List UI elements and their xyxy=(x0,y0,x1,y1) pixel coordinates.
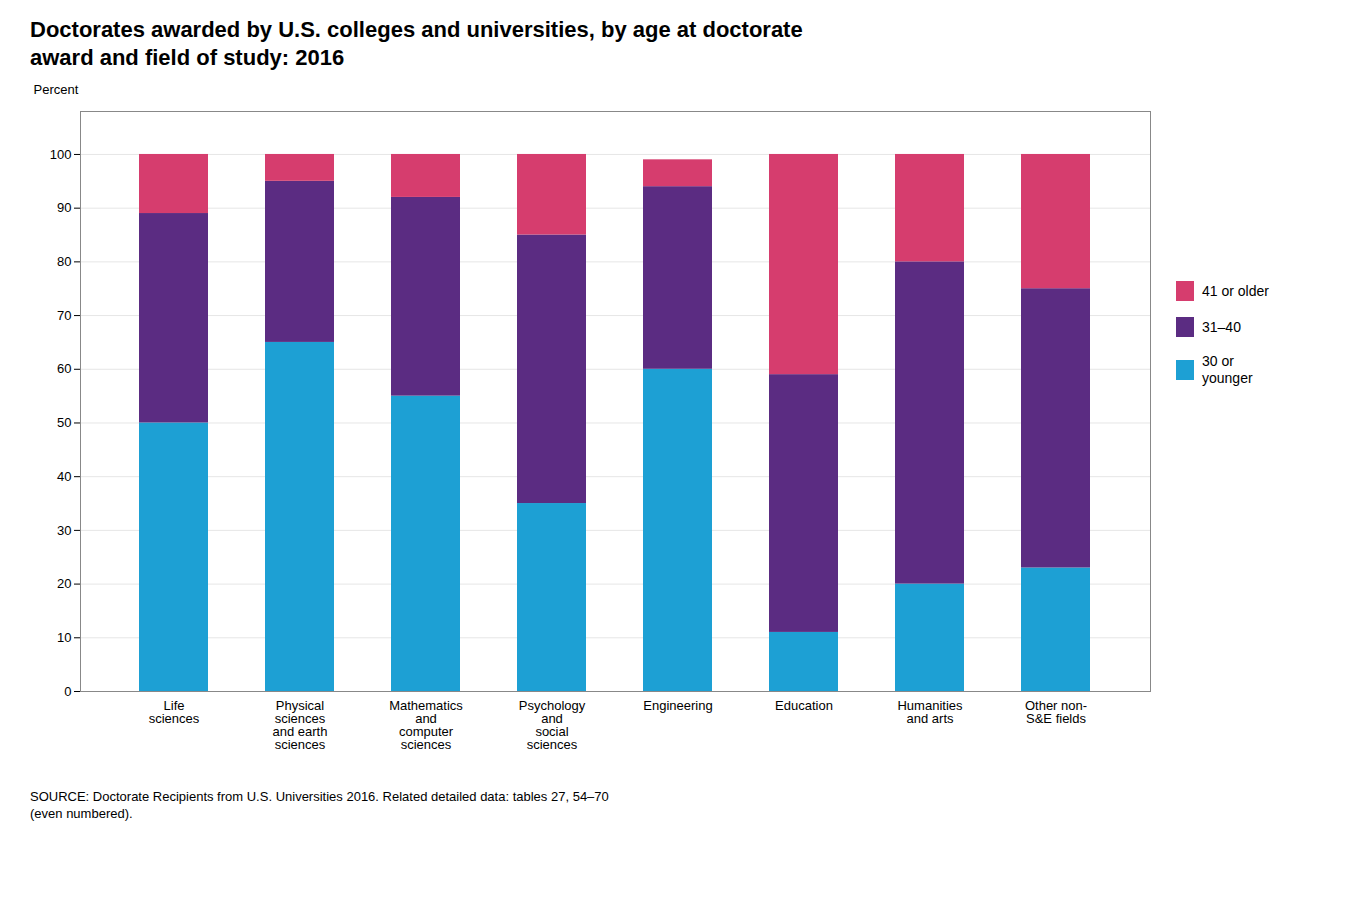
html-text:41 or older: 41 or older xyxy=(1202,282,1269,299)
svg-text:Mathematicsandcomputersciences: Mathematicsandcomputersciences xyxy=(389,698,463,752)
svg-text:10: 10 xyxy=(57,630,71,645)
svg-text:70: 70 xyxy=(57,308,71,323)
svg-text:50: 50 xyxy=(57,415,71,430)
svg-text:Education: Education xyxy=(775,698,833,713)
svg-text:20: 20 xyxy=(57,576,71,591)
html-text:30 or younger: 30 or younger xyxy=(1202,353,1253,386)
svg-text:Humanitiesand arts: Humanitiesand arts xyxy=(897,698,963,726)
svg-text:30: 30 xyxy=(57,523,71,538)
html-text:SOURCE: Doctorate Recipients f: SOURCE: Doctorate Recipients from U.S. U… xyxy=(30,789,609,821)
svg-text:40: 40 xyxy=(57,469,71,484)
svg-text:Percent: Percent xyxy=(34,82,79,97)
svg-text:0: 0 xyxy=(64,684,71,699)
svg-text:90: 90 xyxy=(57,200,71,215)
svg-text:Engineering: Engineering xyxy=(643,698,712,713)
svg-text:Physicalsciencesand earthscien: Physicalsciencesand earthsciences xyxy=(273,698,328,752)
html-text:Doctorates awarded by U.S. col: Doctorates awarded by U.S. colleges and … xyxy=(30,17,803,70)
svg-text:Psychologyandsocialsciences: Psychologyandsocialsciences xyxy=(519,698,586,752)
html-text:31–40: 31–40 xyxy=(1202,318,1241,335)
svg-text:100: 100 xyxy=(50,147,72,162)
svg-text:80: 80 xyxy=(57,254,71,269)
svg-text:Lifesciences: Lifesciences xyxy=(149,698,200,726)
svg-text:Other non-S&E fields: Other non-S&E fields xyxy=(1025,698,1087,726)
svg-text:60: 60 xyxy=(57,361,71,376)
